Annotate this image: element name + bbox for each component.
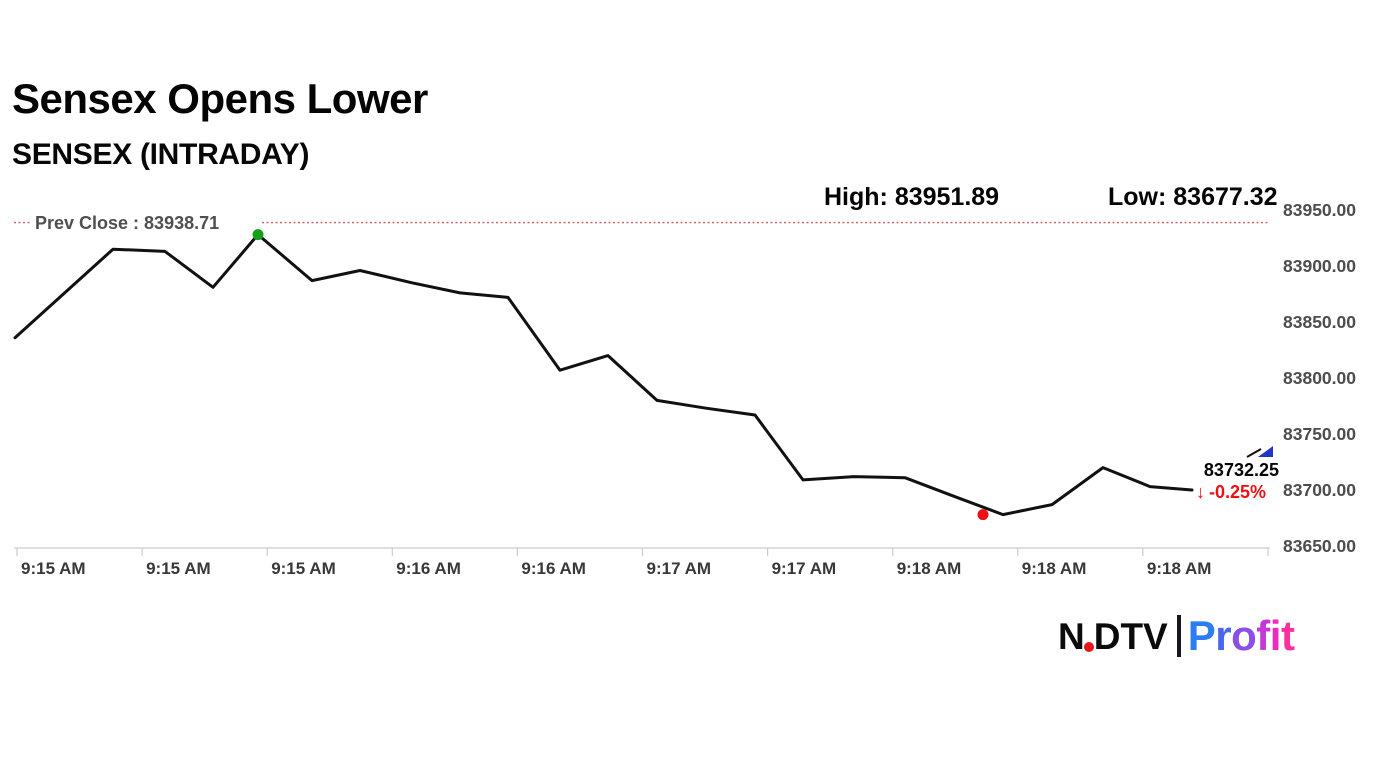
trend-arrow-icon (1246, 446, 1273, 458)
y-axis-label: 83650.00 (1283, 536, 1356, 556)
y-axis-label: 83800.00 (1283, 368, 1356, 388)
ndtv-profit-logo: N DTV Profit (1058, 610, 1295, 662)
y-axis-label: 83950.00 (1283, 200, 1356, 220)
ndtv-red-dot-icon (1083, 641, 1094, 652)
down-arrow-icon: ↓ (1196, 482, 1205, 502)
price-line-series (13, 233, 1194, 517)
y-axis-label: 83900.00 (1283, 256, 1356, 276)
x-axis-label: 9:15 AM (271, 559, 336, 578)
last-price-callout: 83732.25 (1203, 460, 1279, 480)
x-axis-label: 9:16 AM (396, 559, 461, 578)
x-axis-label: 9:17 AM (771, 559, 837, 578)
logo-separator-bar (1176, 615, 1181, 657)
profit-letter: P (1187, 612, 1216, 659)
profit-letter: r (1215, 612, 1232, 659)
x-axis-label: 9:16 AM (521, 559, 586, 578)
profit-wordmark: Profit (1188, 615, 1295, 657)
prev-close-label: Prev Close : 83938.71 (35, 213, 220, 233)
low-point-marker (977, 509, 989, 521)
y-axis-label: 83850.00 (1283, 312, 1356, 332)
page-title: Sensex Opens Lower (12, 75, 428, 122)
x-axis-label: 9:17 AM (646, 559, 712, 578)
ndtv-wordmark: N DTV (1058, 615, 1168, 657)
x-axis-label: 9:18 AM (1146, 559, 1212, 578)
y-axis-label: 83700.00 (1283, 480, 1356, 500)
profit-letter: o (1231, 612, 1257, 659)
x-axis-label: 9:15 AM (146, 559, 211, 578)
change-percent-value: -0.25% (1209, 482, 1267, 502)
profit-letter: f (1256, 612, 1270, 659)
profit-letter: t (1280, 612, 1295, 659)
high-point-marker (252, 229, 264, 241)
profit-letter: i (1269, 612, 1282, 659)
change-percent-callout: ↓ -0.25% (1196, 482, 1266, 503)
y-axis-label: 83750.00 (1283, 424, 1356, 444)
x-axis-label: 9:18 AM (896, 559, 962, 578)
x-axis-label: 9:18 AM (1021, 559, 1087, 578)
low-stat: Low: 83677.32 (1108, 183, 1278, 211)
chart-subtitle: SENSEX (INTRADAY) (12, 138, 310, 171)
high-stat: High: 83951.89 (824, 183, 1000, 211)
x-axis-label: 9:15 AM (21, 559, 86, 578)
